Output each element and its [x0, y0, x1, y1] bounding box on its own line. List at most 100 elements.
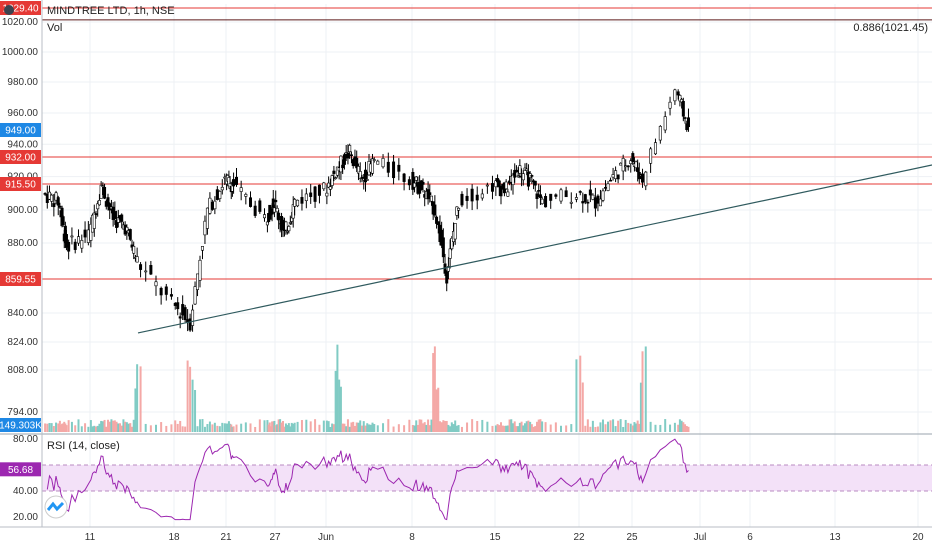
- candle-body: [188, 318, 192, 331]
- candle-body: [317, 184, 321, 196]
- volume-bar: [364, 425, 367, 432]
- volume-bar: [165, 425, 168, 432]
- volume-bar: [387, 419, 390, 432]
- volume-bar: [596, 426, 599, 432]
- candle-body: [453, 223, 457, 240]
- candle-body: [668, 101, 672, 109]
- volume-bar: [46, 423, 49, 432]
- volume-bar: [536, 421, 538, 432]
- volume-bar: [131, 426, 133, 432]
- time-tick-label: 18: [168, 532, 180, 543]
- volume-bar: [272, 421, 275, 432]
- volume-bar: [211, 424, 214, 432]
- volume-bar: [687, 426, 690, 432]
- rsi-tick-label: 40.00: [13, 486, 38, 497]
- volume-bar: [638, 423, 641, 432]
- volume-bar: [48, 423, 51, 432]
- volume-bar: [84, 423, 87, 432]
- rsi-value-label-bg: [0, 462, 41, 477]
- volume-bar: [229, 423, 232, 432]
- volume-bar: [445, 420, 448, 432]
- volume-bar: [144, 423, 147, 432]
- volume-bar: [594, 426, 597, 432]
- candles: [43, 88, 690, 332]
- volume-bar: [280, 422, 283, 432]
- candle-body: [673, 89, 677, 102]
- price-tick-label: 900.00: [7, 205, 38, 216]
- candle-body: [538, 194, 542, 198]
- candle-body: [593, 197, 597, 209]
- candle-body: [564, 190, 568, 198]
- volume-bar: [191, 379, 194, 432]
- trendline[interactable]: [137, 164, 932, 334]
- candle-body: [598, 198, 602, 207]
- volume-bar: [631, 425, 634, 432]
- candle-body: [200, 246, 204, 251]
- candle-body: [132, 245, 136, 254]
- volume-bar: [677, 424, 680, 432]
- candle-body: [676, 91, 680, 96]
- candle-body: [596, 195, 600, 204]
- candle-body: [208, 197, 212, 214]
- volume-bar: [74, 425, 77, 432]
- volume-bar: [444, 420, 447, 432]
- time-tick-label: 6: [747, 532, 753, 543]
- volume-bar: [208, 421, 211, 432]
- volume-bar: [284, 423, 287, 432]
- candle-body: [271, 198, 275, 208]
- candle-body: [215, 189, 219, 200]
- volume-bar: [134, 388, 137, 432]
- rsi-pane: [0, 433, 932, 521]
- candle-body: [291, 204, 295, 219]
- volume-bar: [263, 420, 266, 432]
- candle-body: [116, 217, 120, 223]
- volume-bar: [520, 421, 523, 432]
- candle-body: [205, 207, 209, 229]
- candle-body: [300, 197, 304, 204]
- volume-bar: [369, 424, 372, 432]
- volume-bar: [103, 419, 106, 432]
- volume-bar: [373, 424, 376, 432]
- volume-bar: [136, 364, 139, 432]
- volume-bar: [325, 420, 328, 432]
- volume-bar: [570, 424, 573, 432]
- volume-bar: [108, 421, 111, 432]
- candle-body: [67, 241, 71, 252]
- volume-bar: [506, 425, 509, 432]
- volume-bar: [428, 425, 431, 432]
- volume-bar: [77, 419, 80, 432]
- volume-bar: [423, 422, 426, 432]
- volume-bar: [293, 422, 296, 432]
- candle-body: [606, 183, 610, 191]
- chart-menu-icon[interactable]: [4, 5, 14, 15]
- candle-body: [365, 179, 369, 181]
- volume-bar: [160, 422, 163, 432]
- candle-body: [244, 194, 248, 197]
- candle-body: [176, 302, 180, 310]
- candle-body: [99, 184, 103, 199]
- candle-body: [433, 204, 437, 216]
- volume-bar: [360, 425, 363, 432]
- volume-bar: [350, 422, 353, 432]
- volume-bar: [527, 420, 530, 432]
- volume-bar: [80, 426, 83, 432]
- candle-body: [80, 240, 84, 249]
- tradingview-logo[interactable]: [44, 495, 68, 519]
- candle-body: [686, 117, 690, 128]
- volume-bar: [318, 424, 321, 432]
- candle-body: [499, 186, 503, 197]
- chart-title: MINDTREE LTD, 1h, NSE: [47, 5, 175, 17]
- volume-bar: [100, 420, 103, 432]
- volume-bar: [343, 423, 346, 432]
- volume-bar: [508, 419, 511, 432]
- candle-body: [621, 158, 625, 172]
- volume-bar: [339, 386, 342, 432]
- candle-body: [516, 175, 520, 178]
- candle-body: [381, 158, 385, 168]
- volume-bar: [336, 344, 339, 432]
- volume-bar: [411, 425, 414, 432]
- volume-bar: [139, 366, 142, 432]
- volume-bar: [584, 425, 587, 432]
- candle-body: [341, 164, 345, 169]
